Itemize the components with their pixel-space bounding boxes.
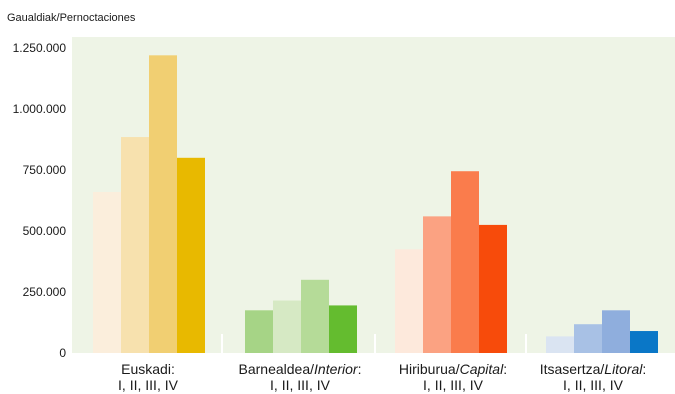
category-sublabel: I, II, III, IV xyxy=(563,377,624,393)
bar xyxy=(423,216,451,353)
bar xyxy=(395,249,423,353)
y-tick-label: 500.000 xyxy=(23,224,67,238)
bar xyxy=(301,279,329,353)
x-axis-labels: Euskadi:I, II, III, IVBarnealdea/Interio… xyxy=(118,361,646,393)
category-label: Euskadi: xyxy=(121,361,175,377)
category-sublabel: I, II, III, IV xyxy=(270,377,331,393)
bar xyxy=(546,336,574,353)
category-label: Hiriburua/Capital: xyxy=(399,361,507,377)
bar xyxy=(574,324,602,353)
bar xyxy=(149,55,177,353)
y-axis-title: Gaualdiak/Pernoctaciones xyxy=(7,12,136,24)
bar xyxy=(329,305,357,353)
category-name: Barnealdea/ xyxy=(239,361,315,377)
category-name: Euskadi: xyxy=(121,361,175,377)
y-axis-ticks: 0 250.000 500.000 750.000 1.000.000 1.250.000 xyxy=(13,41,67,360)
category-sublabel: I, II, III, IV xyxy=(423,377,484,393)
bar xyxy=(602,310,630,353)
y-tick-label: 1.000.000 xyxy=(13,102,67,116)
y-tick-label: 0 xyxy=(59,346,66,360)
category-sublabel: I, II, III, IV xyxy=(118,377,179,393)
bar xyxy=(479,224,507,353)
category-name-italic: Capital xyxy=(460,361,504,377)
category-name-italic: Interior xyxy=(314,361,359,377)
y-tick-label: 250.000 xyxy=(23,285,67,299)
bar xyxy=(177,157,205,353)
bar-group xyxy=(546,310,658,353)
bar xyxy=(93,191,121,353)
category-name-suffix: : xyxy=(642,361,646,377)
bar xyxy=(630,331,658,353)
category-name: Itsasertza/ xyxy=(540,361,605,377)
bar-group xyxy=(395,171,507,353)
bar xyxy=(245,310,273,353)
category-name-italic: Litoral xyxy=(604,361,643,377)
y-tick-label: 1.250.000 xyxy=(13,41,67,55)
bar xyxy=(273,300,301,353)
category-name: Hiriburua/ xyxy=(399,361,460,377)
category-name-suffix: : xyxy=(503,361,507,377)
category-label: Barnealdea/Interior: xyxy=(239,361,362,377)
bar-group xyxy=(245,279,357,353)
y-tick-label: 750.000 xyxy=(23,163,67,177)
bar xyxy=(451,171,479,353)
category-name-suffix: : xyxy=(358,361,362,377)
bar-group xyxy=(93,55,205,353)
bar xyxy=(121,137,149,353)
category-label: Itsasertza/Litoral: xyxy=(540,361,647,377)
category-separators xyxy=(221,334,527,353)
bars xyxy=(93,55,658,353)
